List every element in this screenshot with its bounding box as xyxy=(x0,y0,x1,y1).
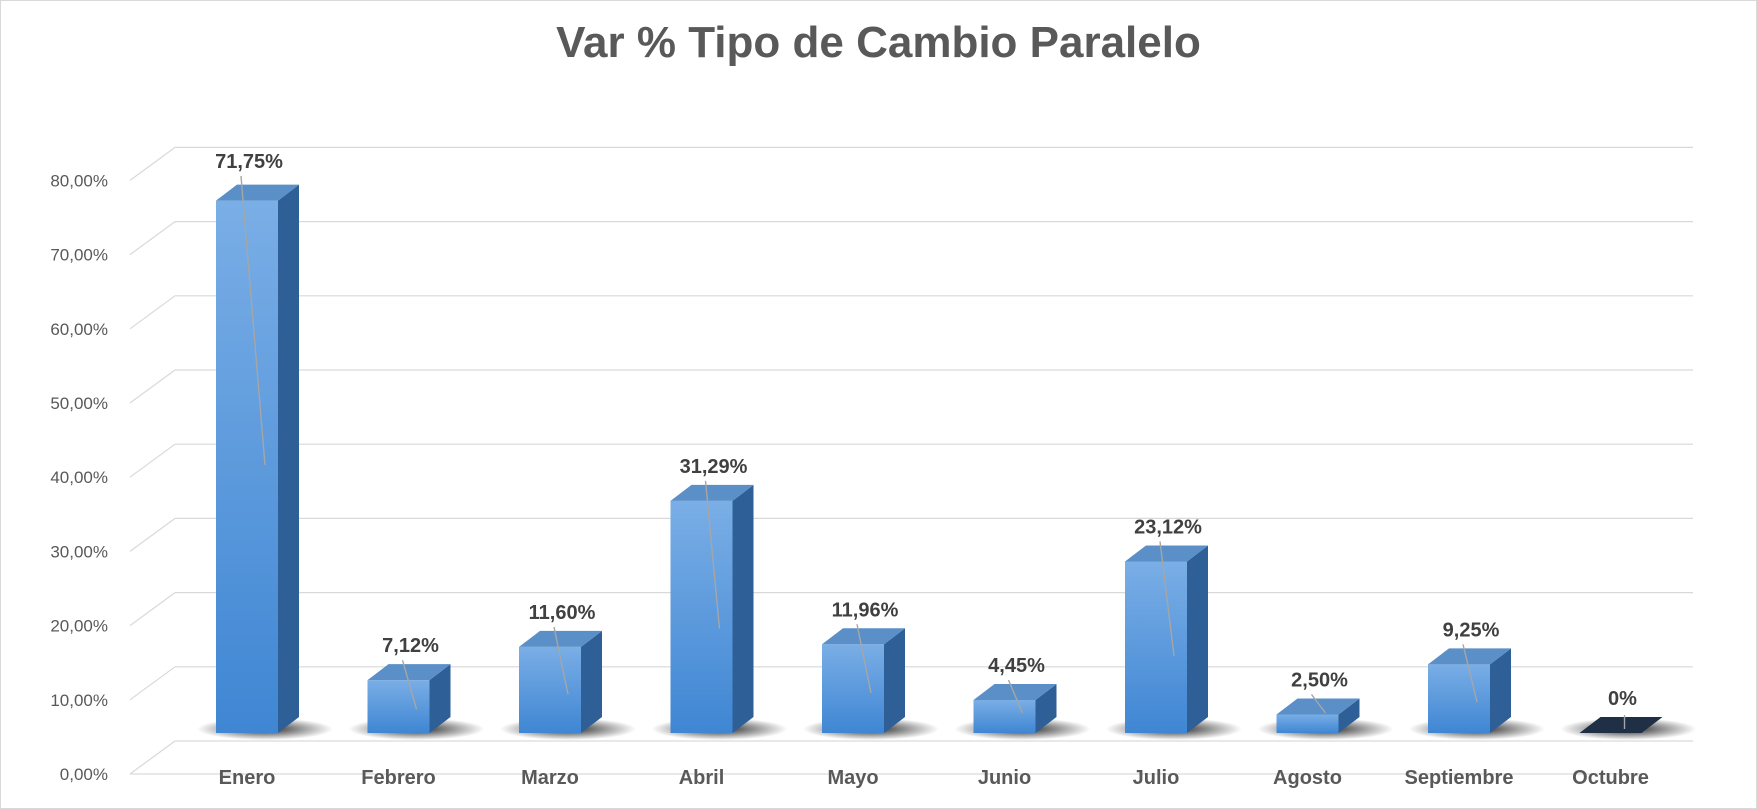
bar-front xyxy=(216,200,278,734)
gridline-depth xyxy=(129,592,176,627)
gridline-depth xyxy=(129,221,176,256)
bar-top xyxy=(519,630,602,647)
leader-line xyxy=(1462,644,1478,703)
gridline-depth xyxy=(129,666,176,701)
bar-front xyxy=(367,680,430,733)
x-tick-label: Julio xyxy=(1133,767,1180,789)
bar-side xyxy=(429,664,451,733)
gridline-depth xyxy=(129,740,176,775)
y-tick-label: 80,00% xyxy=(50,171,108,190)
bar[interactable] xyxy=(1276,698,1360,733)
bar-top xyxy=(1579,717,1663,733)
x-tick-label: Enero xyxy=(219,767,276,789)
data-label: 11,96% xyxy=(832,599,899,621)
bar-top xyxy=(1276,698,1360,715)
x-tick-label: Agosto xyxy=(1273,767,1342,789)
bar-top xyxy=(1125,545,1208,562)
data-label: 71,75% xyxy=(215,151,283,173)
bar[interactable] xyxy=(367,664,451,733)
bar-side xyxy=(1187,545,1208,733)
leader-line xyxy=(1310,694,1327,714)
x-tick-label: Octubre xyxy=(1572,767,1649,789)
bar-side xyxy=(732,484,754,733)
y-tick-label: 70,00% xyxy=(50,246,108,265)
bar[interactable] xyxy=(216,184,299,734)
bar[interactable] xyxy=(1125,545,1208,733)
bar-front xyxy=(1125,561,1187,733)
chart-title: Var % Tipo de Cambio Paralelo xyxy=(556,18,1201,67)
bar-front xyxy=(822,644,884,733)
bar-top xyxy=(367,664,451,681)
data-label: 0% xyxy=(1608,688,1637,710)
bar-front xyxy=(519,646,581,733)
data-label: 2,50% xyxy=(1291,669,1348,691)
bar-side xyxy=(884,628,905,733)
bar-side xyxy=(1490,648,1511,733)
gridline-depth xyxy=(129,443,176,478)
data-label: 7,12% xyxy=(382,635,439,657)
bar-top xyxy=(822,628,905,645)
gridline-depth xyxy=(129,517,176,552)
bar[interactable] xyxy=(822,628,905,733)
bar-top xyxy=(973,683,1057,700)
y-tick-label: 40,00% xyxy=(50,468,108,487)
data-label: 23,12% xyxy=(1134,516,1202,538)
bar-side xyxy=(1035,683,1057,733)
data-label: 31,29% xyxy=(680,456,748,478)
bar-front xyxy=(670,500,733,733)
gridline-depth xyxy=(129,295,176,330)
y-tick-label: 20,00% xyxy=(50,617,108,636)
bar-front xyxy=(1428,664,1490,733)
bar[interactable] xyxy=(670,484,754,733)
data-label: 9,25% xyxy=(1443,619,1500,641)
y-tick-label: 30,00% xyxy=(50,542,108,561)
y-tick-label: 60,00% xyxy=(50,320,108,339)
x-tick-label: Mayo xyxy=(827,767,878,789)
bar-top xyxy=(1428,648,1511,665)
leader-line xyxy=(1007,679,1024,714)
y-tick-label: 10,00% xyxy=(50,691,108,710)
bar-side xyxy=(278,184,299,734)
bar[interactable] xyxy=(973,683,1057,733)
leader-line xyxy=(856,624,872,694)
bar-top xyxy=(670,484,754,501)
bar-side xyxy=(1338,698,1360,733)
bar-front xyxy=(1276,714,1339,733)
gridline-depth xyxy=(129,369,176,404)
x-tick-label: Junio xyxy=(978,767,1031,789)
leader-line xyxy=(240,175,266,466)
gridline-depth xyxy=(129,146,176,181)
x-tick-label: Febrero xyxy=(361,767,435,789)
data-label: 4,45% xyxy=(988,655,1045,677)
x-tick-label: Abril xyxy=(679,767,725,789)
bar[interactable] xyxy=(1579,717,1663,733)
bar-side xyxy=(581,630,602,733)
x-tick-label: Marzo xyxy=(521,767,579,789)
bar[interactable] xyxy=(519,630,602,733)
leader-line xyxy=(1159,541,1175,656)
leader-line xyxy=(553,626,569,695)
x-tick-label: Septiembre xyxy=(1405,767,1514,789)
leader-line xyxy=(704,480,721,629)
bar[interactable] xyxy=(1428,648,1511,733)
y-tick-label: 0,00% xyxy=(60,765,108,784)
bar-top xyxy=(216,184,299,201)
y-tick-label: 50,00% xyxy=(50,394,108,413)
leader-line xyxy=(401,659,418,710)
data-label: 11,60% xyxy=(529,602,596,624)
bar-front xyxy=(973,699,1036,733)
